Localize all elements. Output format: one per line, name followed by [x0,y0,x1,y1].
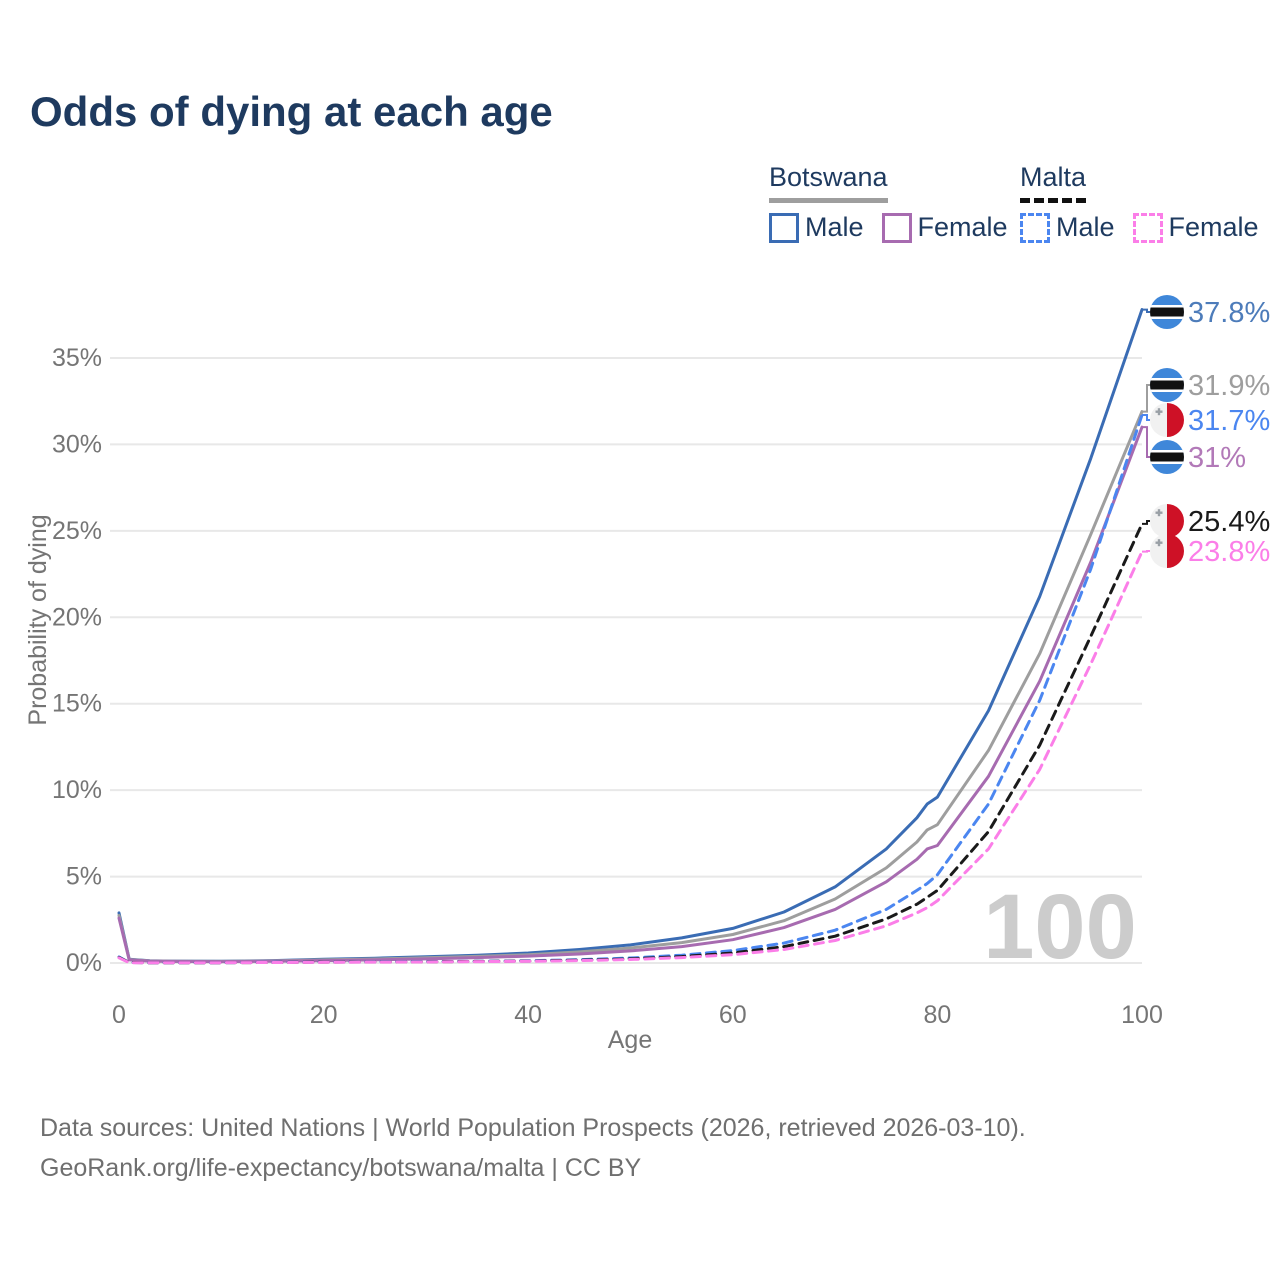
source-attribution: Data sources: United Nations | World Pop… [40,1108,1026,1188]
x-tick-label: 60 [719,1001,747,1029]
data-sources-line: Data sources: United Nations | World Pop… [40,1114,1026,1142]
flag-malta-icon [1150,534,1184,568]
end-label-connector [1142,384,1150,413]
legend-item-malta-female[interactable]: Female [1132,212,1259,243]
legend-label: Male [805,212,864,242]
page-title: Odds of dying at each age [30,88,553,135]
x-tick-label: 20 [310,1001,338,1029]
botswana-male-swatch-icon [769,212,799,243]
y-tick-label: 20% [52,603,102,631]
y-axis-title: Probability of dying [24,514,52,725]
botswana-female-swatch-icon [881,212,912,243]
legend-group-botswana: Botswana Male Female [769,162,1026,243]
y-tick-label: 25% [52,517,102,545]
flag-botswana-icon [1150,295,1184,329]
legend-country-botswana[interactable]: Botswana [769,162,888,203]
license-line: GeoRank.org/life-expectancy/botswana/mal… [40,1154,642,1182]
legend-label: Female [1168,212,1259,242]
end-label-connector [1142,308,1150,313]
end-value-label-malta-female: 23.8% [1188,536,1270,568]
x-tick-label: 0 [112,1001,126,1029]
end-value-label-malta-both-sexes: 25.4% [1188,506,1270,538]
end-value-label-botswana-male: 37.8% [1188,297,1270,329]
series-line-botswana-female [117,425,1144,964]
x-tick-label: 100 [1121,1001,1163,1029]
malta-female-swatch-icon [1132,212,1163,243]
y-tick-label: 0% [66,949,102,977]
legend-group-malta: Malta Male Female [1020,162,1259,243]
end-label-connector [1142,426,1150,458]
end-label-connector [1142,414,1150,421]
malta-male-swatch-icon [1020,212,1050,243]
end-value-label-botswana-female: 31% [1188,442,1246,474]
y-tick-label: 35% [52,344,102,372]
flag-botswana-icon [1150,368,1184,402]
legend-item-botswana-male[interactable]: Male [769,212,864,243]
end-label-connector [1142,550,1150,553]
x-tick-label: 40 [514,1001,542,1029]
y-tick-label: 5% [66,863,102,891]
end-label-connector [1142,520,1150,525]
end-value-label-malta-male: 31.7% [1188,405,1270,437]
x-axis-title: Age [608,1026,652,1054]
legend-label: Male [1056,212,1115,242]
legend-label: Female [917,212,1008,242]
legend-item-botswana-female[interactable]: Female [881,212,1008,243]
series-line-botswana-male [117,308,1144,963]
legend-item-malta-male[interactable]: Male [1020,212,1115,243]
series-line-malta-female [117,550,1144,965]
y-tick-label: 30% [52,430,102,458]
flag-malta-icon [1150,504,1184,538]
end-value-label-botswana-both-sexes: 31.9% [1188,370,1270,402]
legend-country-malta[interactable]: Malta [1020,162,1087,203]
x-tick-label: 80 [923,1001,951,1029]
watermark-age-readout: 100 [983,876,1137,978]
y-tick-label: 10% [52,776,102,804]
y-tick-label: 15% [52,690,102,718]
flag-botswana-icon [1150,440,1184,474]
flag-malta-icon [1150,403,1184,437]
